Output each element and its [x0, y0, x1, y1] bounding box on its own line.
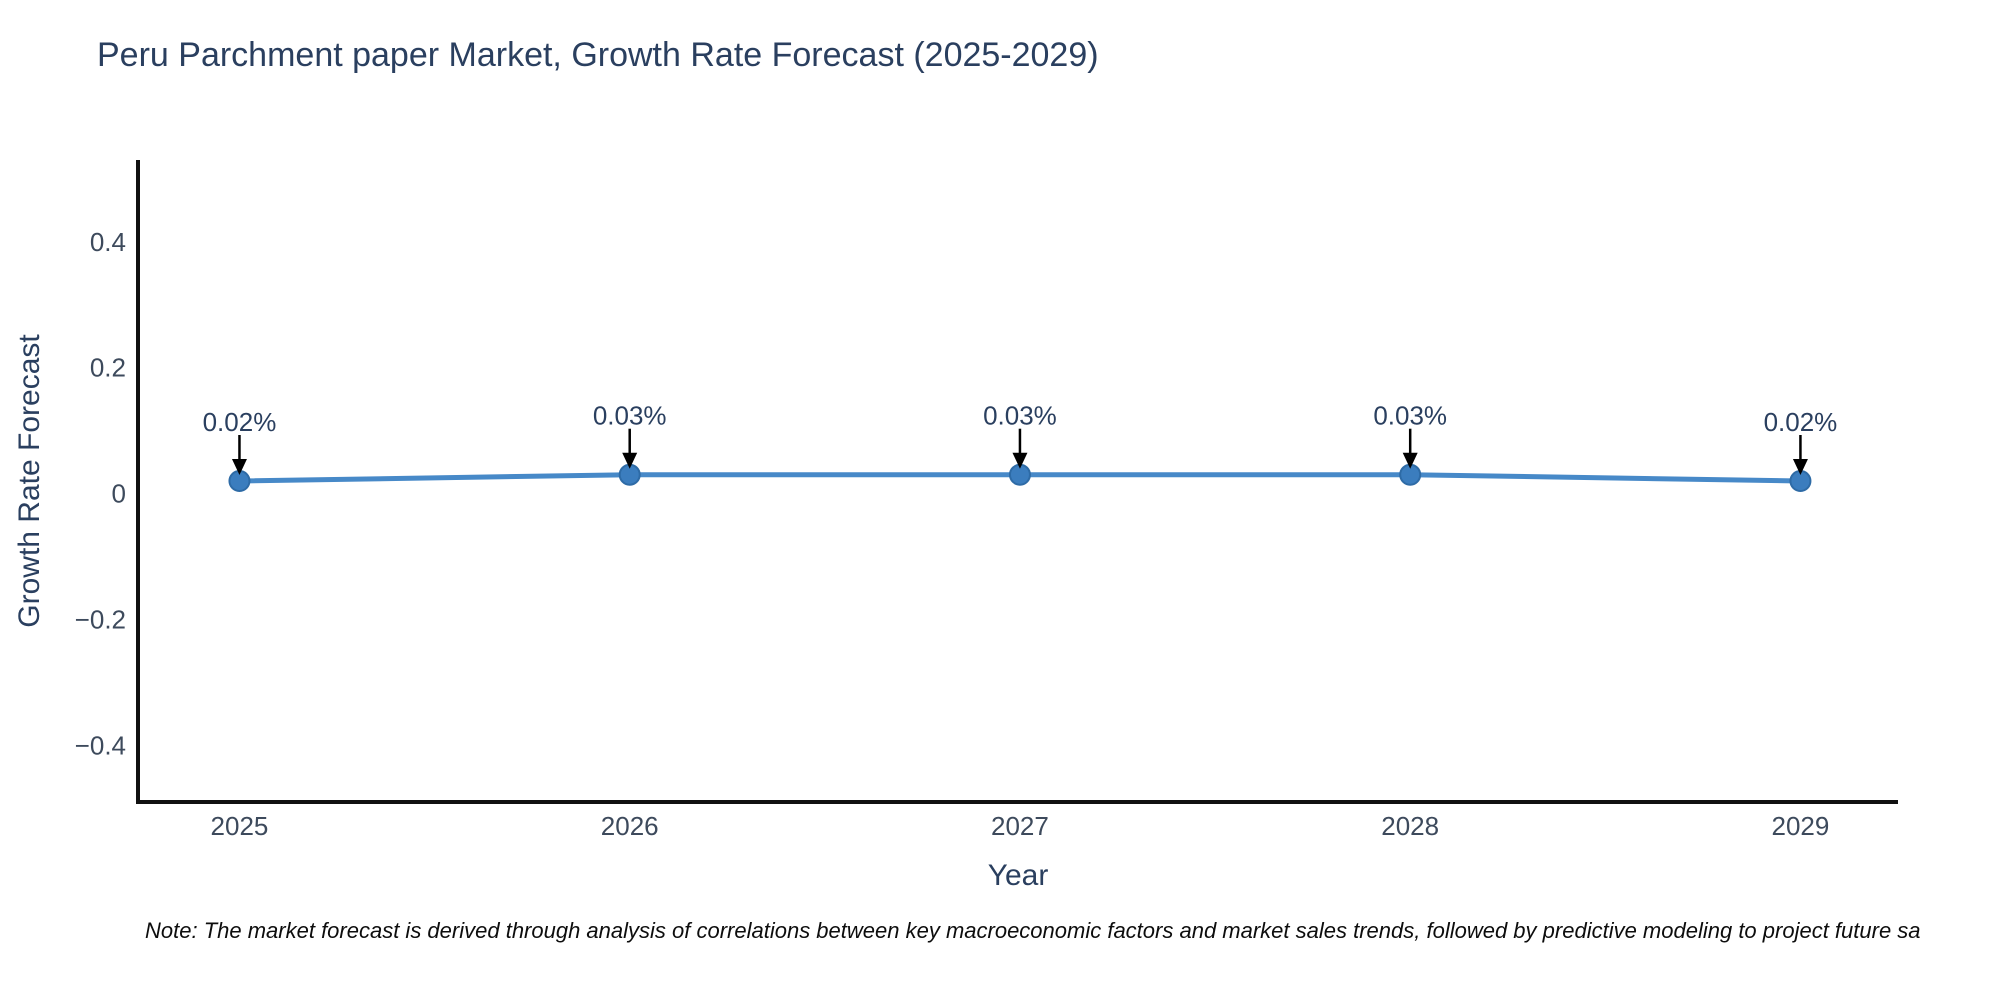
footnote: Note: The market forecast is derived thr… — [145, 918, 1921, 943]
x-tick-label: 2028 — [1381, 811, 1439, 841]
annotation-arrowhead-icon — [622, 452, 638, 469]
data-point-label: 0.02% — [1764, 407, 1838, 437]
x-axis-title: Year — [987, 859, 1049, 892]
axis-spines — [136, 160, 1898, 804]
data-point-label: 0.03% — [1373, 401, 1447, 431]
data-point-label: 0.03% — [983, 401, 1057, 431]
x-tick-label: 2026 — [601, 811, 659, 841]
annotation-arrowhead-icon — [1012, 452, 1028, 469]
annotation-arrowhead-icon — [231, 459, 247, 475]
y-tick-label: 0.2 — [90, 353, 126, 383]
x-tick-label: 2029 — [1772, 811, 1830, 841]
y-axis-title: Growth Rate Forecast — [13, 334, 46, 628]
x-tick-label: 2027 — [991, 811, 1049, 841]
annotation-arrowhead-icon — [1792, 459, 1808, 475]
y-tick-label: 0.4 — [90, 227, 126, 257]
data-point-label: 0.02% — [203, 407, 277, 437]
chart-title: Peru Parchment paper Market, Growth Rate… — [97, 36, 1099, 74]
annotation-arrowhead-icon — [1402, 452, 1418, 469]
y-tick-label: −0.4 — [75, 730, 126, 760]
data-point-label: 0.03% — [593, 401, 667, 431]
x-tick-label: 2025 — [211, 811, 269, 841]
y-tick-label: 0 — [112, 479, 126, 509]
y-tick-label: −0.2 — [75, 604, 126, 634]
